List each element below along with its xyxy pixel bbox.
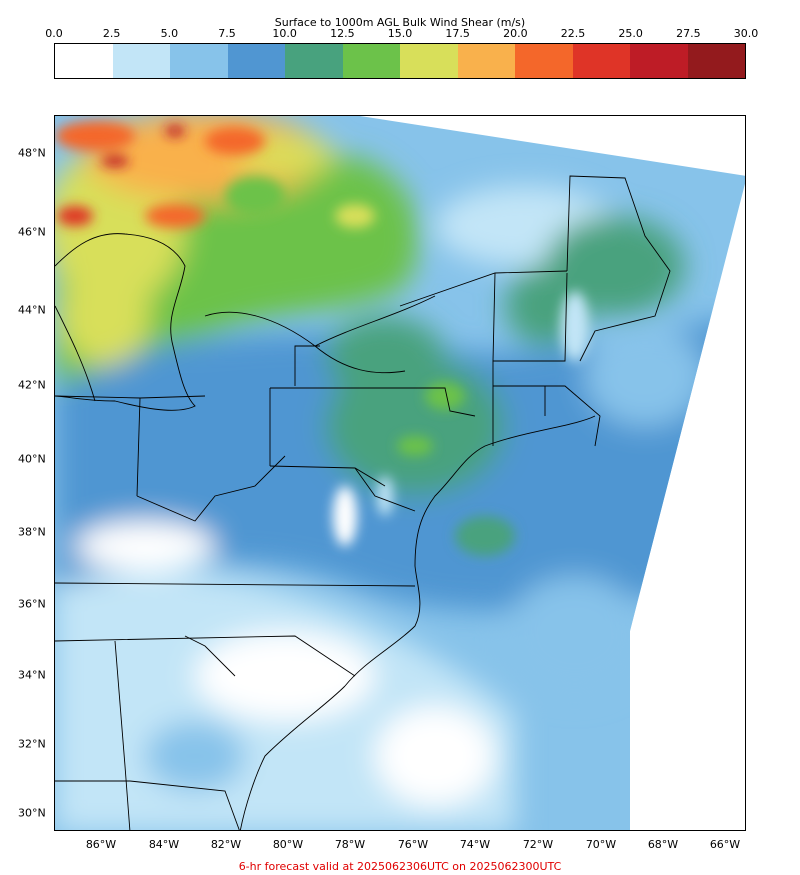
latitude-label: 36°N bbox=[18, 597, 46, 611]
map-panel bbox=[54, 115, 746, 831]
latitude-label: 40°N bbox=[18, 452, 46, 466]
colorbar-tick-label: 7.5 bbox=[218, 27, 236, 40]
colorbar-segment bbox=[630, 44, 688, 78]
colorbar-segment bbox=[400, 44, 458, 78]
colorbar-segment bbox=[285, 44, 343, 78]
colorbar-tick-label: 27.5 bbox=[676, 27, 701, 40]
longitude-label: 72°W bbox=[522, 838, 554, 851]
colorbar-tick-label: 17.5 bbox=[445, 27, 470, 40]
colorbar-tick-label: 15.0 bbox=[387, 27, 413, 40]
colorbar-tick-label: 12.5 bbox=[330, 27, 355, 40]
latitude-label: 34°N bbox=[18, 668, 46, 682]
shear-field-small-scale bbox=[55, 121, 589, 556]
colorbar-title: Surface to 1000m AGL Bulk Wind Shear (m/… bbox=[274, 16, 526, 29]
longitude-label: 84°W bbox=[148, 838, 180, 851]
colorbar-segment bbox=[572, 44, 630, 78]
colorbar-tick-label: 10.0 bbox=[272, 27, 297, 40]
longitude-label: 78°W bbox=[334, 838, 366, 851]
longitude-label: 74°W bbox=[459, 838, 491, 851]
colorbar-segment bbox=[112, 44, 170, 78]
colorbar-segment bbox=[687, 44, 745, 78]
colorbar-segment bbox=[342, 44, 400, 78]
colorbar-tick-label: 20.0 bbox=[503, 27, 528, 40]
colorbar-tick-label: 30.0 bbox=[733, 27, 759, 40]
longitude-label: 82°W bbox=[210, 838, 242, 851]
colorbar-tick-label: 0.0 bbox=[45, 27, 63, 40]
forecast-validity-caption: 6-hr forecast valid at 2025062306UTC on … bbox=[238, 860, 562, 873]
latitude-label: 38°N bbox=[18, 525, 46, 539]
colorbar-segment bbox=[170, 44, 228, 78]
longitude-label: 76°W bbox=[397, 838, 429, 851]
colorbar-tick-label: 2.5 bbox=[102, 27, 121, 40]
colorbar-tick-label: 5.0 bbox=[160, 27, 179, 40]
longitude-label: 86°W bbox=[85, 838, 117, 851]
shear-field-large-scale bbox=[55, 116, 745, 830]
longitude-label: 68°W bbox=[647, 838, 679, 851]
longitude-label: 80°W bbox=[272, 838, 304, 851]
wind-shear-map bbox=[55, 116, 745, 830]
colorbar bbox=[54, 43, 746, 79]
longitude-label: 70°W bbox=[585, 838, 617, 851]
colorbar-segment bbox=[55, 44, 113, 78]
latitude-label: 30°N bbox=[18, 806, 46, 820]
boundaries bbox=[55, 175, 671, 830]
latitude-label: 48°N bbox=[18, 146, 46, 160]
colorbar-tick-label: 22.5 bbox=[560, 27, 586, 40]
latitude-label: 46°N bbox=[18, 225, 46, 239]
longitude-label: 66°W bbox=[709, 838, 741, 851]
latitude-label: 44°N bbox=[18, 303, 46, 317]
colorbar-segment bbox=[457, 44, 515, 78]
colorbar-segment bbox=[227, 44, 285, 78]
colorbar-tick-label: 25.0 bbox=[618, 27, 643, 40]
latitude-label: 42°N bbox=[18, 378, 46, 392]
colorbar-segment bbox=[515, 44, 573, 78]
latitude-label: 32°N bbox=[18, 737, 46, 751]
